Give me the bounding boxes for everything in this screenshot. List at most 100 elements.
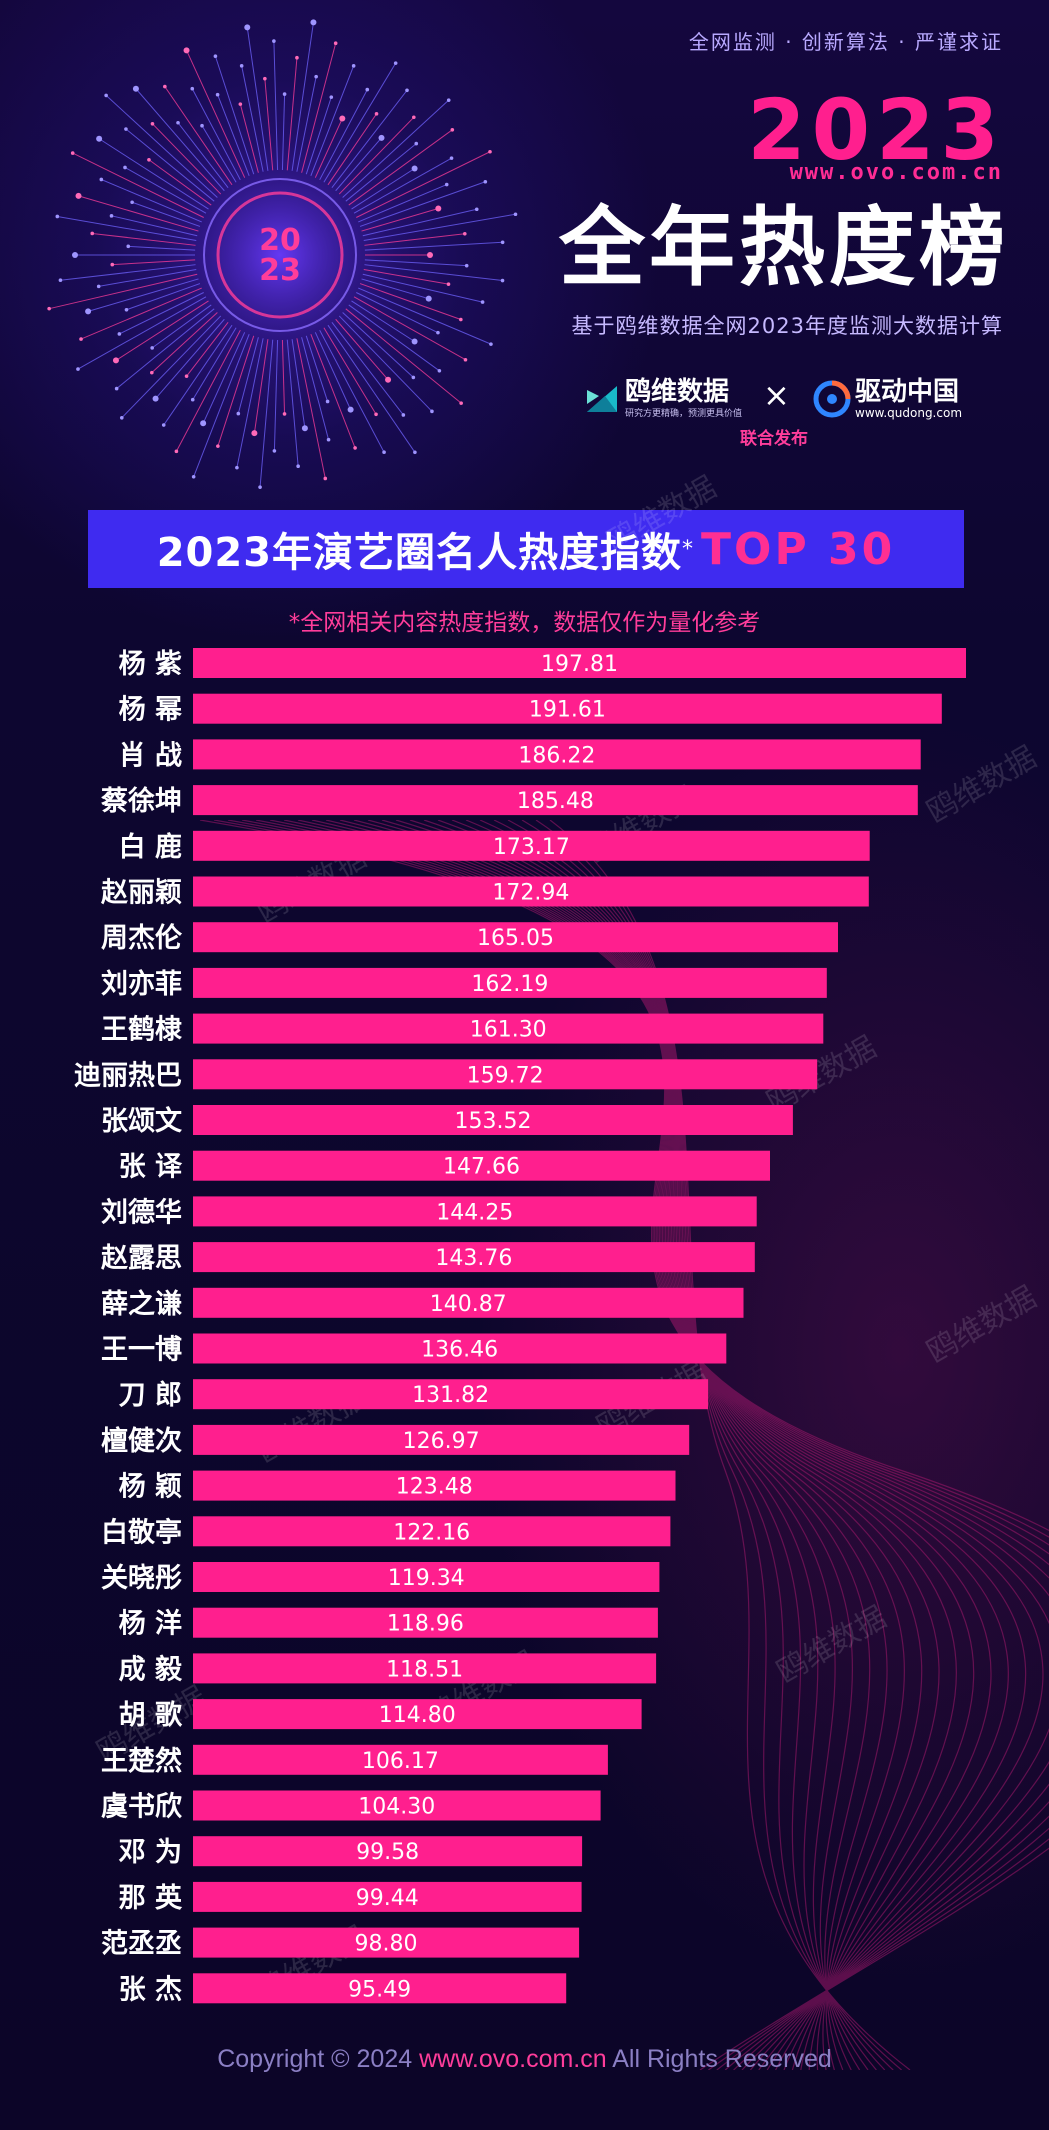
bar-value-label-25: 106.17 (362, 1749, 439, 1774)
bar-value-label-11: 153.52 (455, 1109, 532, 1134)
bar-value-label-18: 126.97 (403, 1429, 480, 1454)
footer-rights: All Rights Reserved (606, 2045, 832, 2073)
category-label-24: 胡 歌 (119, 1700, 183, 1731)
category-label-2: 杨 幂 (119, 695, 182, 726)
bar-value-label-1: 197.81 (541, 652, 618, 677)
category-label-17: 刀 郎 (119, 1380, 182, 1411)
bar-value-label-24: 114.80 (379, 1703, 456, 1728)
category-label-14: 赵露思 (100, 1243, 182, 1274)
bar-25 (193, 1744, 608, 1775)
category-label-12: 张 译 (119, 1152, 183, 1183)
bar-value-label-12: 147.66 (443, 1155, 520, 1180)
category-label-27: 邓 为 (119, 1837, 182, 1868)
bar-value-label-28: 99.44 (356, 1886, 419, 1911)
bar-18 (193, 1424, 690, 1455)
bar-value-label-29: 98.80 (355, 1932, 418, 1957)
ovo-logo: 鸥维数据 研究方更精确，预测更具价值 (585, 378, 742, 419)
bar-value-label-10: 159.72 (467, 1063, 544, 1088)
category-label-6: 赵丽颖 (100, 878, 182, 909)
category-label-11: 张颂文 (101, 1105, 183, 1137)
page-title: 全年热度榜 (559, 198, 1009, 298)
bar-24 (193, 1699, 642, 1730)
bar-29 (193, 1927, 580, 1958)
footer-copyright: Copyright © 2024 www.ovo.com.cn All Righ… (0, 2045, 1049, 2074)
category-label-4: 蔡徐坤 (101, 785, 182, 817)
chart-title: 2023年演艺圈名人热度指数 (156, 530, 683, 576)
footer-copyright-text: Copyright © 2024 (217, 2045, 420, 2073)
bar-value-label-20: 122.16 (393, 1520, 470, 1545)
bar-value-label-15: 140.87 (430, 1292, 507, 1317)
bar-value-label-9: 161.30 (470, 1018, 547, 1043)
bar-value-label-23: 118.51 (386, 1657, 463, 1682)
category-label-3: 肖 战 (119, 740, 182, 771)
page-subtitle: 基于鸥维数据全网2023年度监测大数据计算 (571, 314, 1003, 338)
category-label-18: 檀健次 (101, 1425, 182, 1457)
chart-title-asterisk: * (682, 536, 694, 562)
category-label-22: 杨 洋 (119, 1608, 182, 1640)
joint-release-label: 联合发布 (740, 429, 808, 449)
bar-value-label-30: 95.49 (348, 1977, 411, 2002)
tagline: 全网监测 · 创新算法 · 严谨求证 (688, 30, 1003, 54)
category-label-29: 范丞丞 (101, 1929, 182, 1960)
category-label-16: 王一博 (101, 1334, 182, 1366)
times-sign: × (763, 376, 790, 414)
partner-logos: 鸥维数据 研究方更精确，预测更具价值 × 驱动中国 www.qudong.com… (585, 368, 1005, 449)
bar-value-label-27: 99.58 (356, 1840, 419, 1865)
bar-17 (193, 1379, 709, 1410)
bar-11 (193, 1105, 793, 1135)
site-url: www.ovo.com.cn (789, 160, 1003, 185)
bar-1 (193, 648, 966, 678)
bar-14 (193, 1242, 755, 1273)
bar-value-label-19: 123.48 (396, 1475, 473, 1500)
bar-7 (193, 922, 838, 953)
category-label-10: 迪丽热巴 (74, 1060, 182, 1091)
bar-15 (193, 1287, 744, 1318)
bar-13 (193, 1196, 757, 1227)
category-label-23: 成 毅 (119, 1653, 183, 1685)
category-label-1: 杨 紫 (119, 649, 182, 680)
bar-value-label-6: 172.94 (492, 881, 569, 906)
bar-19 (193, 1470, 676, 1501)
firework-burst-graphic: 20 23 (47, 19, 518, 489)
year-heading: 2023 (747, 81, 1005, 179)
category-label-20: 白敬亭 (101, 1516, 182, 1548)
emblem-year-top: 20 (259, 223, 301, 258)
category-label-19: 杨 颖 (119, 1472, 182, 1503)
bar-value-label-17: 131.82 (412, 1383, 489, 1408)
category-label-13: 刘德华 (101, 1196, 182, 1228)
bar-2 (193, 693, 942, 724)
category-label-28: 那 英 (119, 1883, 183, 1914)
category-label-26: 虞书欣 (101, 1792, 182, 1823)
bar-value-label-14: 143.76 (435, 1246, 512, 1271)
category-label-25: 王楚然 (101, 1745, 182, 1777)
chart-footnote: *全网相关内容热度指数，数据仅作为量化参考 (288, 610, 761, 636)
bar-value-label-21: 119.34 (388, 1566, 465, 1591)
qudong-logo-icon (813, 380, 851, 418)
bar-26 (193, 1790, 601, 1821)
bar-4 (193, 785, 918, 816)
bar-23 (193, 1653, 657, 1684)
bar-28 (193, 1881, 582, 1912)
bar-value-label-7: 165.05 (477, 926, 554, 951)
bar-27 (193, 1836, 583, 1867)
qudong-logo: 驱动中国 www.qudong.com (813, 378, 962, 420)
chart-title-banner: 2023年演艺圈名人热度指数 * TOP 30 (88, 510, 964, 588)
bar-3 (193, 739, 921, 770)
ovo-logo-slogan: 研究方更精确，预测更具价值 (625, 409, 743, 419)
qudong-logo-name: 驱动中国 (855, 377, 960, 407)
category-label-7: 周杰伦 (101, 922, 183, 954)
category-label-21: 关晓彤 (101, 1563, 182, 1594)
bar-9 (193, 1013, 824, 1044)
category-label-9: 王鹤棣 (101, 1014, 182, 1046)
ovo-logo-icon (587, 385, 617, 412)
bar-8 (193, 967, 827, 998)
chart-title-top30: TOP 30 (701, 523, 896, 575)
bar-value-label-2: 191.61 (529, 698, 606, 723)
category-label-30: 张 杰 (119, 1974, 182, 2005)
bar-value-label-26: 104.30 (358, 1795, 435, 1820)
bar-value-label-4: 185.48 (517, 789, 594, 814)
qudong-logo-url: www.qudong.com (855, 406, 963, 420)
bar-value-label-5: 173.17 (493, 835, 570, 860)
bar-30 (193, 1973, 567, 2004)
